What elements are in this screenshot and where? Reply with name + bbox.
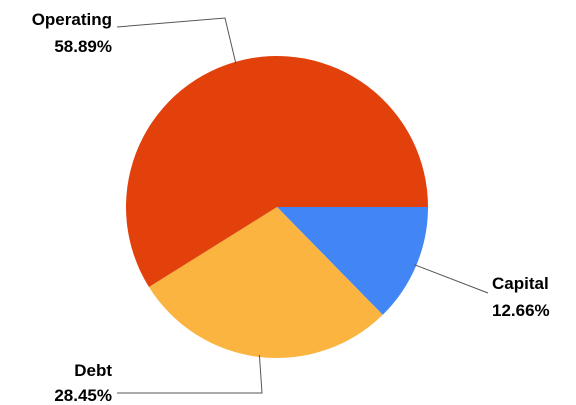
leader-line-operating xyxy=(116,17,237,64)
leader-lines-layer xyxy=(116,17,489,394)
slice-label-debt-name: Debt xyxy=(74,361,112,380)
slice-label-capital-percent: 12.66% xyxy=(492,301,550,320)
pie-slice-capital xyxy=(277,207,428,315)
slice-label-debt-percent: 28.45% xyxy=(54,386,112,405)
slice-label-operating-name: Operating xyxy=(32,10,112,29)
slice-label-operating-percent: 58.89% xyxy=(54,37,112,56)
slices-layer xyxy=(126,56,429,358)
pie-slice-operating xyxy=(126,56,429,288)
leader-line-debt xyxy=(117,354,263,394)
slice-label-capital-name: Capital xyxy=(492,274,549,293)
pie-slice-debt xyxy=(148,207,383,358)
leader-line-capital xyxy=(414,264,489,294)
